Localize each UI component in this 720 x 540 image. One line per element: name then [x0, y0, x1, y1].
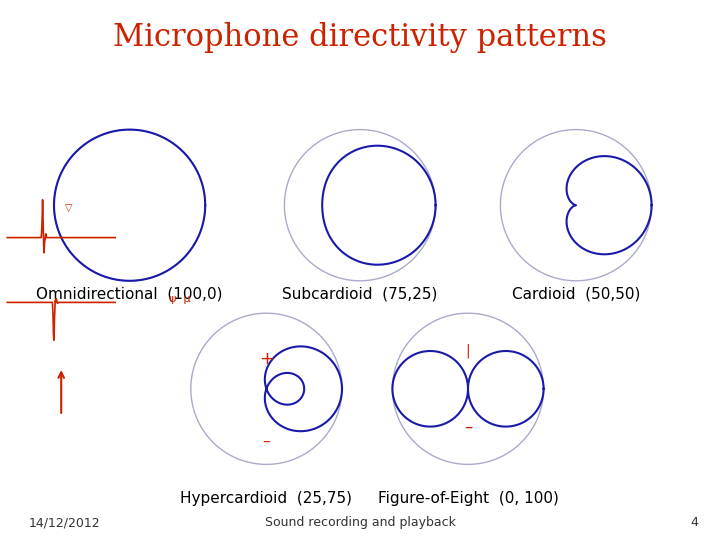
Text: Microphone directivity patterns: Microphone directivity patterns: [113, 22, 607, 52]
Text: Subcardioid  (75,25): Subcardioid (75,25): [282, 286, 438, 301]
Text: ▽: ▽: [65, 203, 72, 213]
Text: –: –: [263, 434, 270, 449]
Text: ψ  μ: ψ μ: [169, 294, 191, 305]
Text: Hypercardioid  (25,75): Hypercardioid (25,75): [181, 491, 352, 507]
Text: |: |: [466, 344, 470, 358]
Text: Cardioid  (50,50): Cardioid (50,50): [512, 286, 640, 301]
Text: 4: 4: [690, 516, 698, 529]
Text: 14/12/2012: 14/12/2012: [29, 516, 100, 529]
Text: Omnidirectional  (100,0): Omnidirectional (100,0): [36, 286, 223, 301]
Text: Sound recording and playback: Sound recording and playback: [264, 516, 456, 529]
Text: –: –: [464, 417, 472, 436]
Text: +: +: [259, 349, 274, 368]
Text: Figure-of-Eight  (0, 100): Figure-of-Eight (0, 100): [377, 491, 559, 507]
